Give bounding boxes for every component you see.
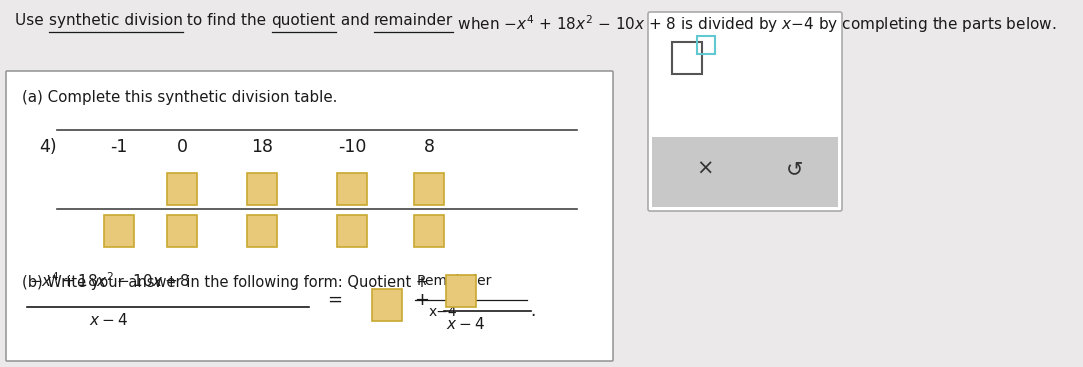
Text: $x - 4$: $x - 4$ — [89, 312, 128, 328]
Text: 4): 4) — [39, 138, 56, 156]
FancyBboxPatch shape — [6, 71, 613, 361]
Bar — [414, 173, 444, 205]
Bar — [104, 215, 134, 247]
Text: Remainder: Remainder — [417, 274, 493, 288]
Bar — [247, 173, 277, 205]
Bar — [337, 173, 367, 205]
Bar — [446, 275, 477, 307]
Text: remainder: remainder — [374, 13, 454, 28]
Bar — [414, 215, 444, 247]
Bar — [371, 289, 402, 321]
Text: 8: 8 — [423, 138, 434, 156]
Bar — [337, 215, 367, 247]
Text: ↺: ↺ — [786, 159, 804, 179]
Text: -10: -10 — [338, 138, 366, 156]
Text: $-x^4 + 18x^2 - 10x + 8$: $-x^4 + 18x^2 - 10x + 8$ — [29, 271, 191, 290]
Bar — [167, 173, 197, 205]
FancyBboxPatch shape — [648, 12, 841, 211]
Text: =: = — [327, 291, 342, 309]
Text: x−4: x−4 — [429, 305, 458, 319]
Text: synthetic division: synthetic division — [49, 13, 183, 28]
Bar — [697, 36, 715, 54]
Text: to find the: to find the — [183, 13, 272, 28]
Text: .: . — [530, 302, 535, 320]
Bar — [652, 137, 838, 207]
Text: ×: × — [696, 159, 714, 179]
Text: +: + — [414, 291, 429, 309]
Text: (a) Complete this synthetic division table.: (a) Complete this synthetic division tab… — [22, 90, 338, 105]
Text: and: and — [336, 13, 374, 28]
Text: $x - 4$: $x - 4$ — [446, 316, 485, 332]
Text: quotient: quotient — [272, 13, 336, 28]
Text: Use: Use — [15, 13, 49, 28]
Bar — [247, 215, 277, 247]
Text: when $-x^{4}$ + 18$x^{2}$ − 10$x$ + 8 is divided by $x$−4 by completing the part: when $-x^{4}$ + 18$x^{2}$ − 10$x$ + 8 is… — [454, 13, 1057, 35]
Bar — [671, 42, 702, 74]
Text: -1: -1 — [110, 138, 128, 156]
Bar — [167, 215, 197, 247]
Text: 0: 0 — [177, 138, 187, 156]
Text: 18: 18 — [251, 138, 273, 156]
Text: (b) Write your answer in the following form: Quotient +: (b) Write your answer in the following f… — [22, 275, 428, 290]
